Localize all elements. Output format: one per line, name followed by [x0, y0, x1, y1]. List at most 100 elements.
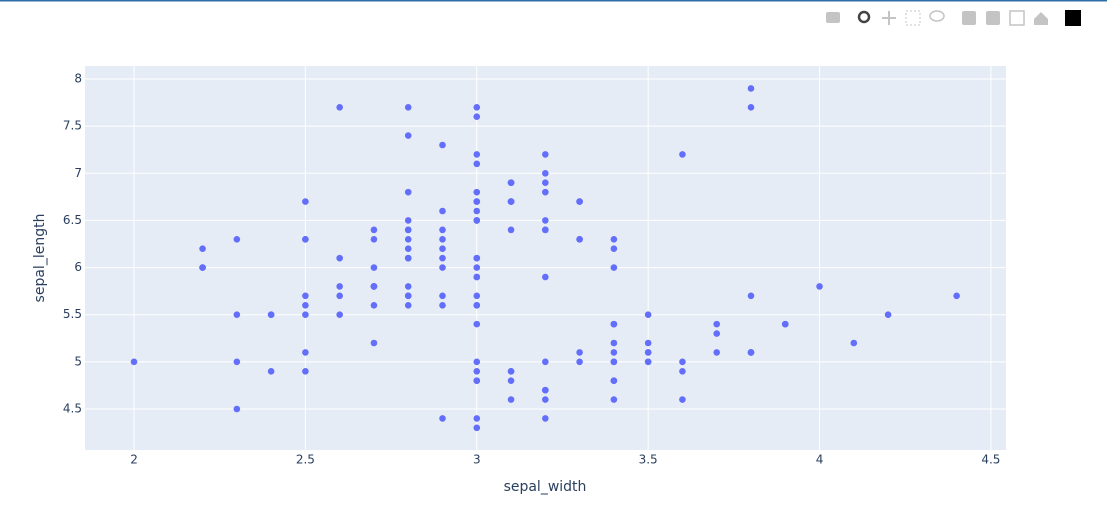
point	[473, 367, 481, 375]
point	[404, 132, 412, 139]
point	[679, 367, 686, 375]
y-tick-label: 7	[74, 166, 82, 180]
point	[439, 254, 446, 262]
point	[370, 283, 378, 290]
point	[404, 292, 412, 300]
point	[542, 179, 549, 187]
point	[336, 292, 343, 300]
point	[473, 415, 481, 422]
point	[747, 292, 755, 300]
point	[404, 235, 412, 243]
y-tick-label: 6	[74, 260, 82, 274]
x-tick-label: 2	[130, 453, 138, 467]
point	[610, 396, 618, 403]
point	[439, 292, 446, 300]
point	[542, 386, 549, 394]
point	[507, 179, 515, 187]
point	[713, 330, 721, 337]
point	[199, 245, 206, 253]
point	[473, 103, 481, 111]
point	[404, 217, 412, 224]
point	[953, 292, 960, 300]
reset-button[interactable]	[1034, 12, 1048, 25]
point	[576, 198, 583, 205]
top-border	[0, 0, 1107, 2]
box-select-button[interactable]	[905, 10, 921, 26]
x-tick-label: 2.5	[296, 453, 315, 467]
points	[130, 85, 960, 432]
y-tick-label: 5	[74, 354, 82, 368]
point	[404, 226, 412, 234]
point	[473, 160, 481, 168]
point	[473, 301, 481, 309]
point	[610, 377, 618, 385]
point	[370, 339, 378, 347]
point	[404, 188, 412, 196]
point	[473, 273, 481, 281]
point	[302, 292, 309, 300]
point	[713, 320, 721, 328]
point	[679, 396, 686, 403]
point	[439, 235, 446, 243]
point	[473, 207, 481, 215]
point	[542, 415, 549, 422]
point	[473, 292, 481, 300]
point	[267, 367, 275, 375]
point	[370, 235, 378, 243]
point	[747, 85, 755, 92]
point	[302, 235, 309, 243]
point	[542, 217, 549, 224]
point	[850, 339, 858, 347]
y-tick-label: 8	[74, 72, 82, 86]
point	[610, 339, 618, 347]
y-tick-label: 5.5	[63, 307, 82, 321]
autoscale-button[interactable]	[1009, 10, 1025, 26]
point	[507, 377, 515, 385]
point	[336, 283, 343, 290]
point	[473, 217, 481, 224]
point	[542, 273, 549, 281]
zoom-button[interactable]	[857, 10, 871, 24]
point	[233, 235, 241, 243]
point	[439, 264, 446, 271]
zoom-in-button[interactable]	[962, 11, 976, 25]
point	[507, 198, 515, 205]
plot-area	[85, 66, 1006, 450]
toolbar	[826, 10, 1081, 26]
y-tick-label: 7.5	[63, 119, 82, 133]
point	[542, 169, 549, 177]
point	[542, 396, 549, 403]
lasso-button[interactable]	[929, 10, 945, 22]
point	[507, 226, 515, 234]
point	[679, 151, 686, 158]
x-tick-label: 3.5	[639, 453, 658, 467]
point	[302, 367, 309, 375]
point	[404, 283, 412, 290]
point	[610, 264, 618, 271]
pan-button[interactable]	[882, 11, 896, 25]
point	[576, 349, 583, 356]
point	[302, 311, 309, 319]
point	[542, 226, 549, 234]
x-tick-label: 3	[473, 453, 481, 467]
point	[302, 301, 309, 309]
point	[747, 349, 755, 356]
point	[439, 141, 446, 149]
point	[404, 245, 412, 253]
point	[473, 151, 481, 158]
point	[336, 311, 343, 319]
zoom-out-button[interactable]	[986, 11, 1000, 25]
point	[473, 424, 481, 432]
camera-button[interactable]	[826, 12, 840, 23]
point	[781, 320, 789, 328]
point	[576, 358, 583, 366]
point	[473, 254, 481, 262]
point	[233, 311, 241, 319]
point	[439, 207, 446, 215]
point	[370, 226, 378, 234]
point	[576, 235, 583, 243]
point	[610, 235, 618, 243]
point	[473, 358, 481, 366]
plotly-logo[interactable]	[1065, 10, 1081, 26]
